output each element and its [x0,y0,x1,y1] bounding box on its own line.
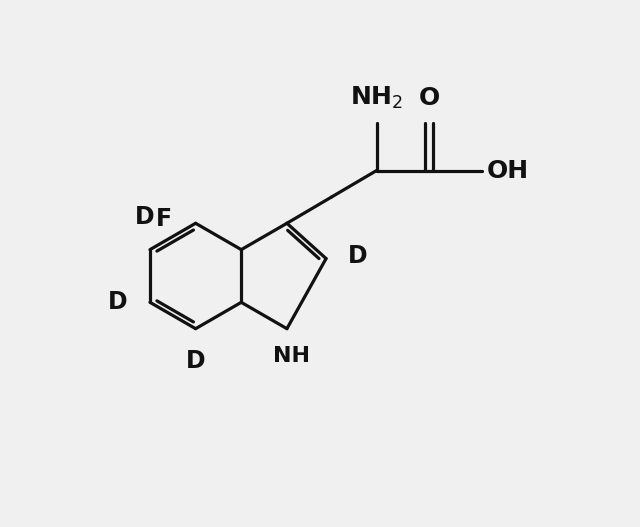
Text: O: O [419,86,440,110]
Text: NH: NH [273,346,310,366]
Text: D: D [186,349,205,373]
Text: D: D [348,244,367,268]
Text: D: D [135,205,154,229]
Text: OH: OH [487,159,529,182]
Text: F: F [156,207,172,231]
Text: D: D [108,290,127,314]
Text: NH$_2$: NH$_2$ [350,85,403,112]
